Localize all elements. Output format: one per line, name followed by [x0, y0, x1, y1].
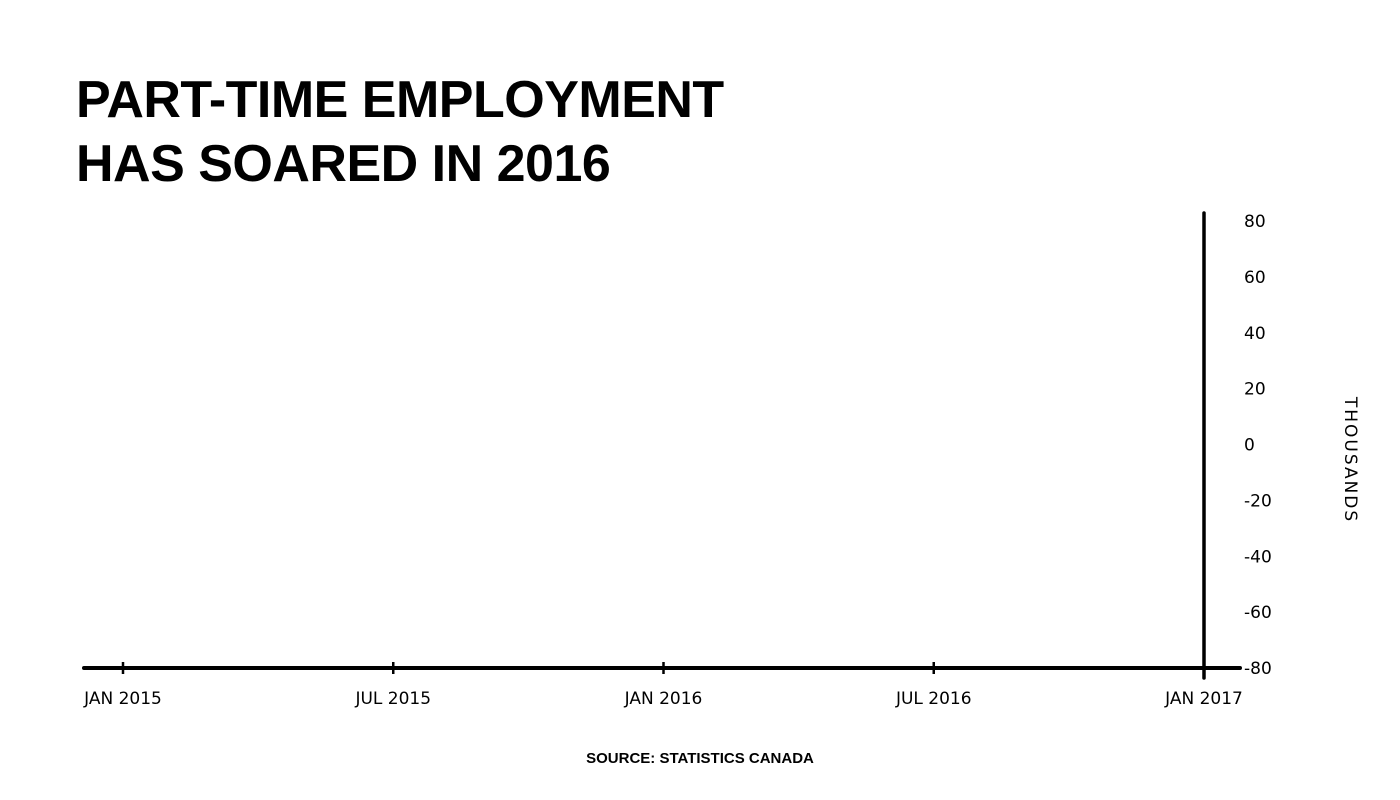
x-tick-label: JAN 2015: [83, 689, 162, 709]
y-axis-title: THOUSANDS: [1340, 396, 1360, 523]
x-tick-label: JAN 2016: [624, 689, 703, 709]
y-tick-label: -40: [1244, 547, 1272, 567]
chart-title-line-1: PART-TIME EMPLOYMENT: [76, 71, 724, 129]
y-tick-label: 20: [1244, 380, 1266, 400]
y-tick-label: -60: [1244, 603, 1272, 623]
chart-title: PART-TIME EMPLOYMENT HAS SOARED IN 2016: [76, 68, 724, 196]
chart-title-line-2: HAS SOARED IN 2016: [76, 135, 611, 193]
x-tick-label: JAN 2017: [1164, 689, 1243, 709]
x-tick-label: JUL 2015: [354, 689, 431, 709]
y-tick-label: 80: [1244, 212, 1266, 232]
y-tick-label: -20: [1244, 491, 1272, 511]
y-tick-label: -80: [1244, 659, 1272, 679]
y-tick-label: 40: [1244, 324, 1266, 344]
source-note: SOURCE: STATISTICS CANADA: [586, 750, 814, 767]
y-tick-label: 0: [1244, 436, 1255, 456]
y-tick-label: 60: [1244, 268, 1266, 288]
x-tick-label: JUL 2016: [895, 689, 972, 709]
